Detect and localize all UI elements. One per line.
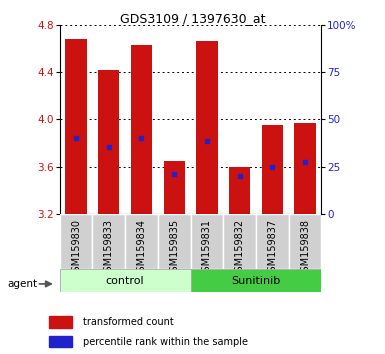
- Bar: [295, 123, 316, 214]
- Bar: [223, 214, 256, 269]
- Bar: [49, 336, 72, 347]
- Bar: [131, 45, 152, 214]
- Bar: [164, 161, 185, 214]
- Text: percentile rank within the sample: percentile rank within the sample: [82, 337, 248, 347]
- Text: agent: agent: [8, 279, 38, 289]
- Bar: [191, 214, 223, 269]
- Bar: [262, 125, 283, 214]
- Bar: [92, 214, 125, 269]
- Bar: [125, 214, 158, 269]
- Bar: [65, 39, 87, 214]
- Bar: [158, 214, 191, 269]
- Text: transformed count: transformed count: [82, 317, 173, 327]
- Text: GSM159832: GSM159832: [235, 218, 244, 278]
- Bar: [196, 41, 218, 214]
- Bar: [60, 269, 191, 292]
- Text: GSM159837: GSM159837: [268, 218, 277, 278]
- Text: GSM159835: GSM159835: [169, 218, 179, 278]
- Bar: [289, 214, 321, 269]
- Text: Sunitinib: Sunitinib: [231, 275, 281, 286]
- Text: GSM159834: GSM159834: [137, 218, 146, 278]
- Bar: [229, 167, 250, 214]
- Bar: [98, 70, 119, 214]
- Text: GSM159838: GSM159838: [300, 218, 310, 278]
- Text: GDS3109 / 1397630_at: GDS3109 / 1397630_at: [120, 12, 265, 25]
- Bar: [256, 214, 289, 269]
- Text: control: control: [106, 275, 144, 286]
- Text: GSM159833: GSM159833: [104, 218, 114, 278]
- Text: GSM159831: GSM159831: [202, 218, 212, 278]
- Bar: [49, 316, 72, 328]
- Bar: [191, 269, 321, 292]
- Text: GSM159830: GSM159830: [71, 218, 81, 278]
- Bar: [60, 214, 92, 269]
